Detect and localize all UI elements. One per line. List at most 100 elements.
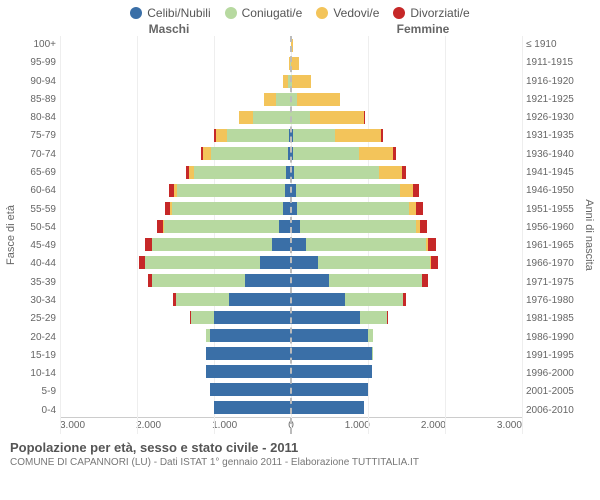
- footer: Popolazione per età, sesso e stato civil…: [0, 434, 600, 468]
- bar-segment: [428, 238, 436, 251]
- bar-segment: [422, 274, 427, 287]
- legend-item: Celibi/Nubili: [130, 6, 210, 20]
- age-label: 45-49: [18, 237, 56, 254]
- bar-segment: [214, 401, 291, 414]
- bar-segment: [203, 147, 211, 160]
- chart-title: Popolazione per età, sesso e stato civil…: [10, 440, 590, 455]
- bar-segment: [293, 129, 335, 142]
- bar-segment: [245, 274, 291, 287]
- x-tick: 3.000: [497, 420, 522, 434]
- birth-label: 1916-1920: [526, 73, 582, 90]
- bar-segment: [291, 383, 368, 396]
- bar-segment: [145, 238, 152, 251]
- bar-segment: [291, 111, 310, 124]
- bar-segment: [297, 202, 409, 215]
- age-label: 90-94: [18, 73, 56, 90]
- bar-segment: [291, 365, 372, 378]
- bar-segment: [291, 311, 360, 324]
- age-label: 40-44: [18, 255, 56, 272]
- bar-segment: [210, 383, 291, 396]
- bar-segment: [291, 293, 345, 306]
- age-label: 60-64: [18, 182, 56, 199]
- age-label: 30-34: [18, 292, 56, 309]
- bar-segment: [253, 111, 291, 124]
- age-label: 80-84: [18, 109, 56, 126]
- birth-label: 1961-1965: [526, 237, 582, 254]
- legend-label: Divorziati/e: [410, 6, 469, 20]
- bar-segment: [211, 147, 288, 160]
- legend-item: Vedovi/e: [316, 6, 379, 20]
- bar-segment: [359, 147, 394, 160]
- bar-segment: [291, 238, 306, 251]
- birth-label: 1931-1935: [526, 127, 582, 144]
- age-label: 95-99: [18, 54, 56, 71]
- legend-swatch-single: [130, 7, 142, 19]
- birth-label: 1911-1915: [526, 54, 582, 71]
- bar-segment: [194, 166, 286, 179]
- bar-segment: [335, 129, 381, 142]
- bar-segment: [296, 184, 400, 197]
- birth-label: 1926-1930: [526, 109, 582, 126]
- birth-label: 1981-1985: [526, 310, 582, 327]
- birth-label: 1936-1940: [526, 146, 582, 163]
- bar-segment: [272, 238, 291, 251]
- legend-swatch-married: [225, 7, 237, 19]
- birth-label: 1976-1980: [526, 292, 582, 309]
- bar-segment: [291, 329, 368, 342]
- bar-segment: [291, 401, 364, 414]
- bar-segment: [293, 147, 358, 160]
- age-label: 65-69: [18, 164, 56, 181]
- bar-segment: [364, 111, 365, 124]
- birth-label: 1996-2000: [526, 365, 582, 382]
- header-female: Femmine: [296, 22, 600, 36]
- plot-area: 3.0002.0001.00001.0002.0003.000: [60, 36, 522, 434]
- bar-segment: [294, 166, 379, 179]
- birth-label: 1921-1925: [526, 91, 582, 108]
- bar-segment: [177, 184, 285, 197]
- bar-segment: [291, 256, 318, 269]
- chart: Fasce di età 100+95-9990-9485-8980-8475-…: [0, 36, 600, 434]
- bar-segment: [206, 365, 291, 378]
- age-label: 15-19: [18, 347, 56, 364]
- bar-segment: [291, 57, 299, 70]
- birth-label: 2001-2005: [526, 383, 582, 400]
- x-tick: 2.000: [136, 420, 161, 434]
- bar-segment: [210, 329, 291, 342]
- bar-segment: [393, 147, 395, 160]
- legend: Celibi/Nubili Coniugati/e Vedovi/e Divor…: [0, 0, 600, 22]
- birth-axis: ≤ 19101911-1915 1916-19201921-19251926-19…: [522, 36, 582, 434]
- birth-label: 1941-1945: [526, 164, 582, 181]
- birth-label: ≤ 1910: [526, 36, 582, 53]
- x-tick: 1.000: [212, 420, 237, 434]
- bar-segment: [292, 75, 311, 88]
- x-tick: 3.000: [60, 420, 85, 434]
- y-axis-label-left: Fasce di età: [4, 36, 18, 434]
- bar-segment: [264, 93, 276, 106]
- bar-segment: [227, 129, 289, 142]
- birth-label: 1986-1990: [526, 329, 582, 346]
- bar-segment: [318, 256, 430, 269]
- bar-segment: [400, 184, 414, 197]
- bar-segment: [152, 274, 244, 287]
- bar-segment: [164, 220, 280, 233]
- age-label: 70-74: [18, 146, 56, 163]
- bar-segment: [306, 238, 425, 251]
- bar-segment: [368, 329, 373, 342]
- center-line: [290, 36, 292, 434]
- bar-segment: [387, 311, 388, 324]
- age-label: 35-39: [18, 274, 56, 291]
- age-label: 50-54: [18, 219, 56, 236]
- bar-segment: [291, 220, 300, 233]
- bar-segment: [379, 166, 402, 179]
- age-label: 5-9: [18, 383, 56, 400]
- legend-label: Celibi/Nubili: [147, 6, 210, 20]
- bar-segment: [239, 111, 252, 124]
- bar-segment: [214, 311, 291, 324]
- age-label: 25-29: [18, 310, 56, 327]
- age-label: 20-24: [18, 329, 56, 346]
- bar-segment: [191, 311, 214, 324]
- bar-segment: [172, 202, 284, 215]
- chart-subtitle: COMUNE DI CAPANNORI (LU) - Dati ISTAT 1°…: [10, 457, 590, 468]
- bar-segment: [291, 274, 329, 287]
- bar-segment: [206, 347, 291, 360]
